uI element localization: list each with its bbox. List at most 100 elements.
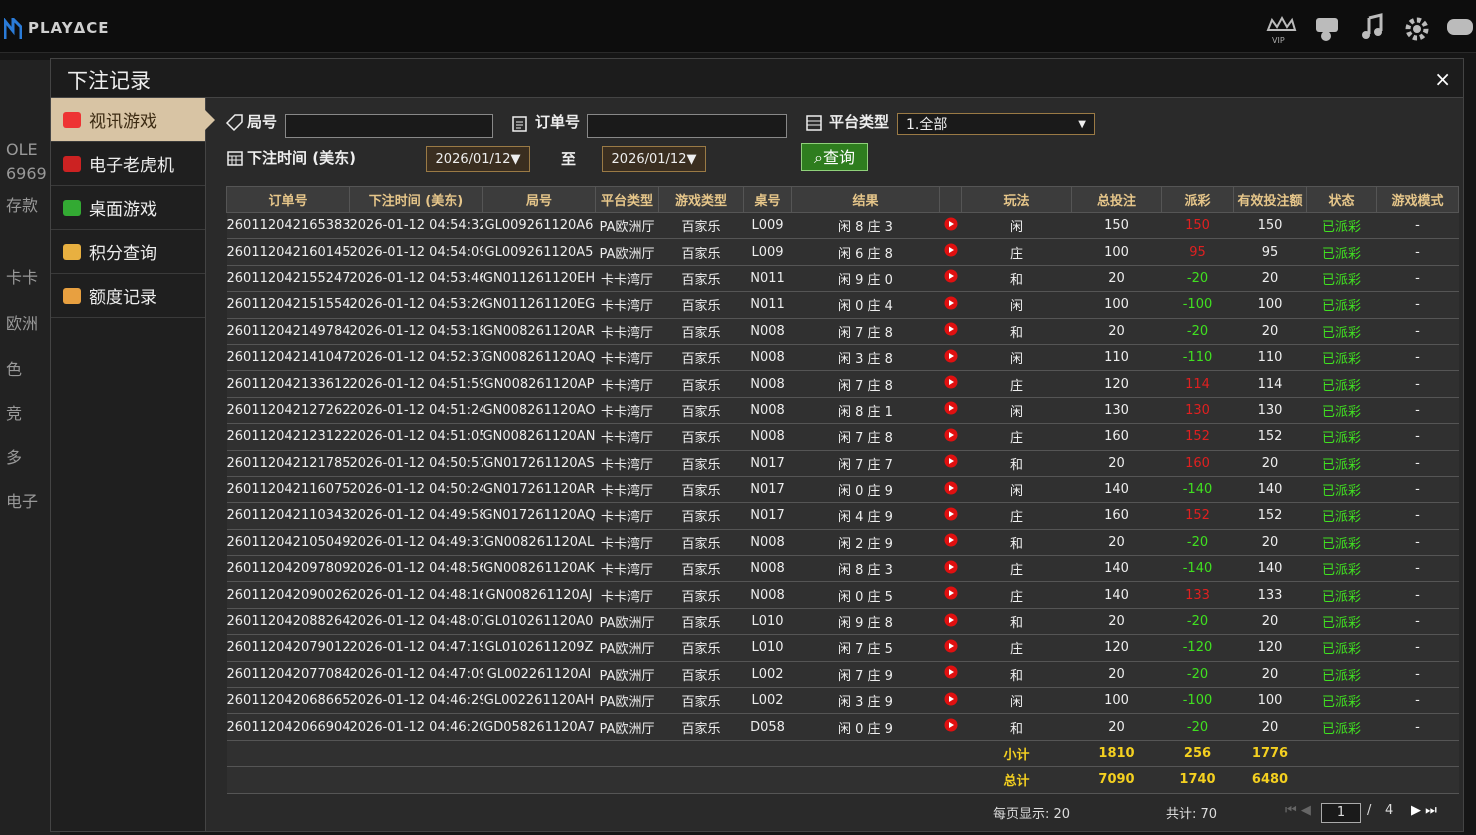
replay-icon[interactable] <box>944 269 958 283</box>
replay-cell <box>939 423 962 451</box>
replay-icon[interactable] <box>944 639 958 653</box>
cell: 和 <box>961 661 1072 689</box>
cell: - <box>1376 423 1459 451</box>
replay-icon[interactable] <box>944 454 958 468</box>
cell: N008 <box>743 344 792 372</box>
toolbar-icons <box>1266 13 1473 41</box>
header-cell <box>939 186 962 213</box>
cell: - <box>1376 634 1459 662</box>
cell: -20 <box>1161 608 1234 636</box>
cell: 已派彩 <box>1306 476 1377 504</box>
first-prev[interactable]: ⏮ ◀ <box>1285 803 1311 818</box>
round-input[interactable] <box>285 114 493 138</box>
replay-icon[interactable] <box>944 665 958 679</box>
close-button[interactable]: × <box>1434 67 1451 91</box>
cell: 庄 <box>961 370 1072 398</box>
cell: L002 <box>743 687 792 715</box>
total-row: 总计 7090 1740 6480 <box>226 766 1459 794</box>
menu-item[interactable]: 桌面游戏 <box>51 186 205 230</box>
cell: GN017261120AQ <box>482 502 596 530</box>
cell: 和 <box>961 265 1072 293</box>
cell: - <box>1376 291 1459 319</box>
cell: 已派彩 <box>1306 529 1377 557</box>
cell: 卡卡湾厅 <box>595 450 659 477</box>
header-cell: 有效投注额 <box>1233 186 1307 213</box>
cell: 闲 6 庄 8 <box>791 238 940 266</box>
replay-icon[interactable] <box>944 586 958 600</box>
replay-icon[interactable] <box>944 560 958 574</box>
replay-icon[interactable] <box>944 613 958 627</box>
cell: 已派彩 <box>1306 450 1377 477</box>
total-cell: 7090 <box>1071 766 1162 794</box>
menu-item[interactable]: 视讯游戏 <box>51 98 215 142</box>
query-button[interactable]: ⌕查询 <box>801 143 868 171</box>
replay-icon[interactable] <box>944 243 958 257</box>
cell: 20 <box>1233 608 1307 636</box>
page-input[interactable]: 1 <box>1321 803 1361 823</box>
replay-icon[interactable] <box>944 507 958 521</box>
menu-item[interactable]: 积分查询 <box>51 230 205 274</box>
replay-icon[interactable] <box>944 533 958 547</box>
header-cell: 桌号 <box>743 186 792 213</box>
cell: 闲 9 庄 0 <box>791 265 940 293</box>
replay-icon[interactable] <box>944 692 958 706</box>
cell: 20 <box>1071 661 1162 689</box>
cell: GN011261120EH <box>482 265 596 293</box>
replay-icon[interactable] <box>944 322 958 336</box>
next-last[interactable]: ▶ ⏭ <box>1411 803 1437 818</box>
cell: 20 <box>1071 529 1162 557</box>
cell: 2026-01-12 04:49:31 <box>349 529 483 557</box>
cell: 160 <box>1161 450 1234 477</box>
cell: GL009261120A6 <box>482 212 596 240</box>
replay-icon[interactable] <box>944 481 958 495</box>
replay-icon[interactable] <box>944 217 958 231</box>
cell: 133 <box>1161 581 1234 609</box>
data-row: 260112042077084 2026-01-12 04:47:09 GL0022… <box>226 661 1459 689</box>
cell: N008 <box>743 397 792 425</box>
replay-icon[interactable] <box>944 401 958 415</box>
vip-label: VIP <box>1272 36 1285 45</box>
sidebar-text: 欧洲 <box>6 314 39 333</box>
replay-icon[interactable] <box>944 428 958 442</box>
menu-label: 桌面游戏 <box>89 200 157 220</box>
sidebar-text: 存款 <box>6 196 39 215</box>
cell: - <box>1376 476 1459 504</box>
cell: 闲 0 庄 9 <box>791 476 940 504</box>
platform-select[interactable]: 1.全部 ▼ <box>897 113 1095 135</box>
cell: -100 <box>1161 291 1234 319</box>
date-from[interactable]: 2026/01/12▼ <box>426 146 530 172</box>
replay-cell <box>939 634 962 662</box>
cell: 已派彩 <box>1306 502 1377 530</box>
cell: 2026-01-12 04:53:46 <box>349 265 483 293</box>
cell: GL002261120AI <box>482 661 596 689</box>
cell: 闲 0 庄 4 <box>791 291 940 319</box>
cell: - <box>1376 370 1459 398</box>
data-row: 260112042079012 2026-01-12 04:47:19 GL0102… <box>226 634 1459 662</box>
cell: PA欧洲厅 <box>595 212 659 240</box>
cell: 百家乐 <box>658 581 744 609</box>
cell: 已派彩 <box>1306 370 1377 398</box>
replay-icon[interactable] <box>944 375 958 389</box>
menu-item[interactable]: 电子老虎机 <box>51 142 205 186</box>
cell: 2026-01-12 04:47:19 <box>349 634 483 662</box>
cell: - <box>1376 661 1459 689</box>
page-sep: / <box>1367 803 1372 818</box>
cell: GN008261120AQ <box>482 344 596 372</box>
cell: -100 <box>1161 687 1234 715</box>
menu-item[interactable]: 额度记录 <box>51 274 205 318</box>
cell: 闲 7 庄 7 <box>791 450 940 477</box>
cell: 已派彩 <box>1306 581 1377 609</box>
cell: PA欧洲厅 <box>595 608 659 636</box>
cell: 已派彩 <box>1306 634 1377 662</box>
sidebar-text: 竞 <box>6 404 23 423</box>
date-to[interactable]: 2026/01/12▼ <box>602 146 706 172</box>
cell: N008 <box>743 370 792 398</box>
cell: 140 <box>1071 581 1162 609</box>
cell: 152 <box>1161 502 1234 530</box>
order-input[interactable] <box>587 114 787 138</box>
cell: 卡卡湾厅 <box>595 502 659 530</box>
replay-icon[interactable] <box>944 718 958 732</box>
cell: - <box>1376 502 1459 530</box>
replay-icon[interactable] <box>944 349 958 363</box>
replay-icon[interactable] <box>944 296 958 310</box>
